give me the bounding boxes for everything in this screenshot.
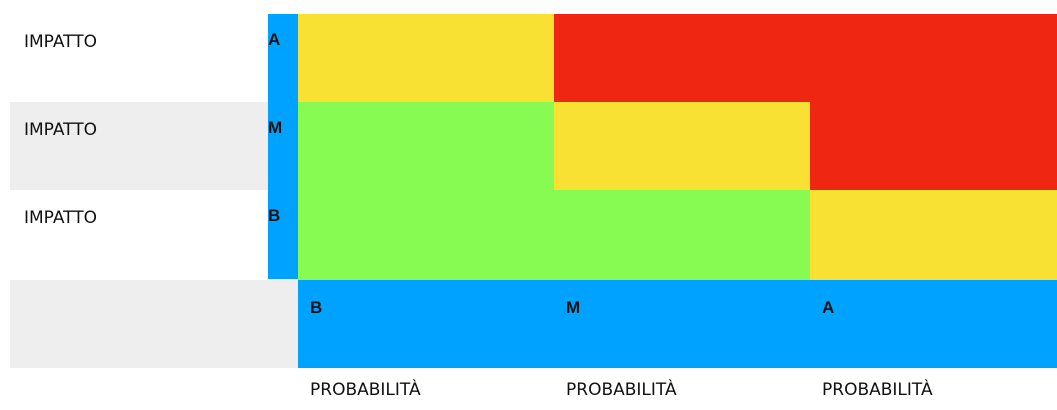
axis-corner-empty [10, 280, 298, 368]
probability-label-low: PROBABILITÀ [310, 380, 421, 400]
risk-cell-impact-medium-prob-high [810, 102, 1057, 190]
probability-level-low: B [310, 298, 323, 317]
risk-cell-impact-high-prob-high [810, 14, 1057, 102]
row-label-impact-medium: IMPATTO [10, 102, 268, 190]
row-label-impact-high: IMPATTO [24, 32, 98, 52]
impact-level-high: A [268, 30, 281, 49]
risk-cell-impact-low-prob-low [298, 190, 554, 280]
probability-axis-bar [298, 280, 1057, 368]
risk-cell-impact-medium-prob-low [298, 102, 554, 190]
probability-label-medium: PROBABILITÀ [566, 380, 677, 400]
probability-level-high: A [822, 298, 835, 317]
risk-cell-impact-low-prob-medium [554, 190, 810, 280]
risk-cell-impact-medium-prob-medium [554, 102, 810, 190]
risk-cell-impact-low-prob-high [810, 190, 1057, 280]
impact-axis-bar [268, 14, 298, 279]
impact-level-medium: M [268, 118, 283, 137]
probability-label-high: PROBABILITÀ [822, 380, 933, 400]
risk-cell-impact-high-prob-medium [554, 14, 810, 102]
impact-level-low: B [268, 206, 281, 225]
probability-level-medium: M [566, 298, 581, 317]
row-label-impact-low: IMPATTO [24, 208, 98, 228]
risk-cell-impact-high-prob-low [298, 14, 554, 102]
